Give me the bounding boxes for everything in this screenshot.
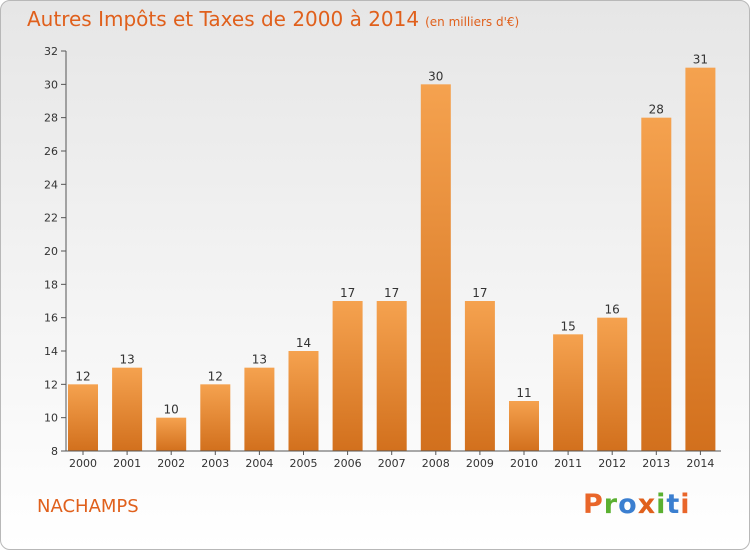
y-tick-label: 26	[44, 145, 58, 158]
x-tick-label: 2013	[642, 457, 670, 470]
chart-title-text: Autres Impôts et Taxes de 2000 à 2014	[27, 7, 420, 31]
logo-letter: P	[583, 489, 604, 520]
bar	[68, 384, 98, 451]
x-axis: 2000 2001 2002 2003 2004 2005 2006 2007 2008 2009…	[66, 450, 721, 470]
bar	[376, 301, 407, 451]
y-tick-label: 10	[44, 412, 58, 425]
bar-value-label: 12	[75, 369, 90, 383]
bar	[156, 417, 187, 451]
x-tick-label: 2011	[554, 457, 582, 470]
bar-value-label: 10	[164, 403, 179, 417]
logo-letter: i	[680, 489, 691, 520]
bar-value-label: 17	[340, 286, 355, 300]
bars: 12 13 10 12 13 14 17 17 30 17 11 15 16 28 31	[68, 53, 716, 452]
y-tick-label: 32	[44, 45, 58, 58]
chart-unit: (en milliers d'€)	[425, 15, 520, 29]
x-tick-label: 2006	[334, 457, 362, 470]
y-tick-label: 22	[44, 212, 58, 225]
bar	[509, 401, 539, 451]
logo-letter: o	[618, 489, 638, 520]
commune-name: NACHAMPS	[37, 496, 139, 517]
bar	[332, 301, 363, 451]
bar-value-label: 28	[649, 103, 664, 117]
bar	[553, 334, 584, 451]
bar-value-label: 30	[428, 69, 443, 83]
bar-value-label: 13	[252, 353, 267, 367]
y-tick-label: 24	[44, 178, 58, 191]
y-tick-label: 16	[44, 312, 58, 325]
x-tick-label: 2004	[245, 457, 273, 470]
logo-letter: t	[666, 489, 681, 520]
bar-value-label: 12	[208, 369, 223, 383]
x-tick-label: 2001	[113, 457, 141, 470]
bar	[685, 67, 716, 452]
bar	[464, 301, 495, 451]
bar	[112, 367, 143, 451]
y-tick-label: 30	[44, 78, 58, 91]
bar-value-label: 17	[384, 286, 399, 300]
y-axis: 8 10 12 14 16 18 20 22 24 26 28 30 32	[44, 45, 67, 458]
y-tick-label: 8	[51, 445, 58, 458]
x-tick-label: 2000	[69, 457, 97, 470]
bar-value-label: 15	[560, 319, 575, 333]
y-tick-label: 18	[44, 278, 58, 291]
logo-letter: r	[603, 489, 619, 520]
x-tick-label: 2008	[422, 457, 450, 470]
x-tick-label: 2003	[201, 457, 229, 470]
bar	[597, 317, 628, 451]
y-tick-label: 12	[44, 378, 58, 391]
logo-letter: i	[656, 489, 667, 520]
x-tick-label: 2005	[290, 457, 318, 470]
y-tick-label: 28	[44, 112, 58, 125]
bar-value-label: 31	[693, 53, 708, 67]
chart-title: Autres Impôts et Taxes de 2000 à 2014 (en…	[27, 7, 519, 31]
bar	[641, 117, 672, 452]
logo-letter: x	[637, 489, 657, 520]
x-tick-label: 2007	[378, 457, 406, 470]
y-tick-label: 20	[44, 245, 58, 258]
bar-value-label: 14	[296, 336, 311, 350]
bar-value-label: 16	[605, 303, 620, 317]
bar-value-label: 11	[516, 386, 531, 400]
bar-value-label: 17	[472, 286, 487, 300]
x-tick-label: 2012	[598, 457, 626, 470]
x-tick-label: 2002	[157, 457, 185, 470]
bar	[244, 367, 275, 451]
x-tick-label: 2014	[686, 457, 714, 470]
bar	[420, 84, 451, 451]
bar-value-label: 13	[119, 353, 134, 367]
y-tick-label: 14	[44, 345, 58, 358]
x-tick-label: 2009	[466, 457, 494, 470]
bar	[288, 351, 319, 451]
bar	[200, 384, 231, 451]
proxiti-logo[interactable]: Proxiti	[583, 489, 691, 520]
x-tick-label: 2010	[510, 457, 538, 470]
